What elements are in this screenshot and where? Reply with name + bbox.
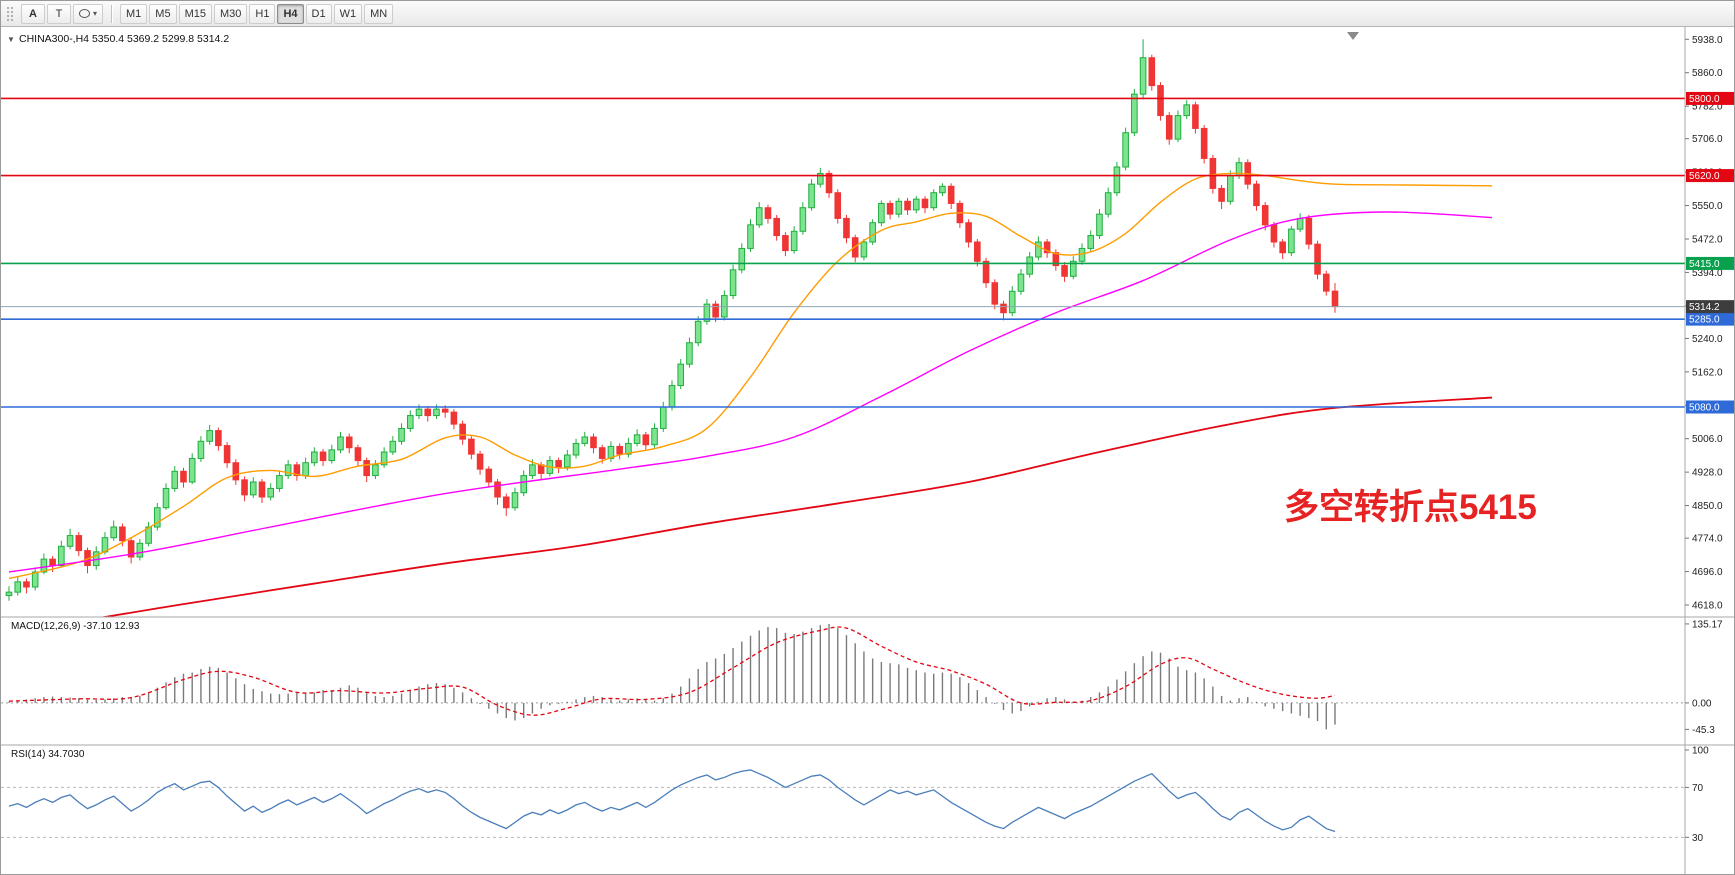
timeframe-button-m1[interactable]: M1: [120, 3, 148, 24]
timeframe-button-h1[interactable]: H1: [249, 3, 276, 24]
timeframe-button-m30[interactable]: M30: [213, 3, 248, 24]
svg-text:5860.0: 5860.0: [1692, 68, 1723, 79]
macd-signal-line: [8, 626, 1336, 716]
timeframe-button-m5[interactable]: M5: [149, 3, 177, 24]
svg-text:5706.0: 5706.0: [1692, 134, 1723, 145]
svg-text:5782.0: 5782.0: [1692, 102, 1723, 113]
svg-text:4928.0: 4928.0: [1692, 468, 1723, 479]
ma-slow-line: [99, 396, 1493, 617]
rsi-label: RSI(14) 34.7030: [11, 749, 85, 760]
chevron-down-icon: ▾: [93, 8, 98, 18]
svg-text:5240.0: 5240.0: [1692, 334, 1723, 345]
svg-text:5938.0: 5938.0: [1692, 35, 1723, 46]
svg-text:30: 30: [1692, 833, 1704, 844]
collapse-icon[interactable]: ▼: [7, 35, 15, 44]
price-tag-5800.0: [1686, 91, 1734, 105]
svg-text:5285.0: 5285.0: [1689, 315, 1720, 326]
timeframe-group: M1 M5 M15 M30 H1 H4 D1 W1 MN: [120, 3, 394, 24]
macd-pane: MACD(12,26,9) -37.10 12.93 135.17 0.00 -45.…: [1, 619, 1723, 736]
timeframe-button-h4[interactable]: H4: [277, 3, 304, 24]
shapes-icon: [79, 9, 90, 18]
svg-text:4696.0: 4696.0: [1692, 567, 1723, 578]
chart-annotation-text[interactable]: 多空转折点5415: [1284, 488, 1537, 527]
timeframe-button-d1[interactable]: D1: [305, 3, 332, 24]
toolbar: A T ▾ M1 M5 M15 M30 H1 H4 D1 W1 MN: [1, 1, 1734, 27]
svg-text:70: 70: [1692, 783, 1704, 794]
timeframe-button-mn[interactable]: MN: [364, 3, 394, 24]
text-tool-button[interactable]: T: [47, 3, 71, 24]
main-pane[interactable]: 多空转折点5415: [1, 39, 1685, 621]
svg-text:5394.0: 5394.0: [1692, 268, 1723, 279]
price-tag-5080.0: [1686, 400, 1734, 414]
svg-text:4618.0: 4618.0: [1692, 601, 1723, 612]
rsi-line: [8, 769, 1336, 833]
price-tag-5285.0: [1686, 312, 1734, 326]
symbol-ohlc-label: CHINA300-,H4 5350.4 5369.2 5299.8 5314.2: [19, 33, 229, 45]
svg-text:5472.0: 5472.0: [1692, 235, 1723, 246]
svg-text:5314.2: 5314.2: [1689, 302, 1720, 313]
price-tag-5620.0: [1686, 169, 1734, 183]
svg-text:4774.0: 4774.0: [1692, 534, 1723, 545]
macd-label: MACD(12,26,9) -37.10 12.93: [11, 621, 140, 632]
current-price-tag: [1686, 300, 1734, 314]
svg-text:5080.0: 5080.0: [1689, 403, 1720, 414]
chart-shift-marker[interactable]: [1347, 32, 1359, 40]
toolbar-separator: [111, 4, 113, 23]
rsi-pane: RSI(14) 34.7030 100 70 30: [1, 745, 1709, 844]
price-tags: 5800.0 5620.0 5415.0 5285.0 5080.0 5314.2: [1686, 91, 1734, 414]
timeframe-button-m15[interactable]: M15: [178, 3, 212, 24]
ma-mid-line: [8, 211, 1493, 573]
svg-text:135.17: 135.17: [1692, 619, 1723, 630]
svg-text:0.00: 0.00: [1692, 698, 1712, 709]
annotation-tool-button[interactable]: A: [21, 3, 45, 24]
timeframe-button-w1[interactable]: W1: [333, 3, 363, 24]
shapes-tool-button[interactable]: ▾: [73, 3, 104, 24]
price-chart[interactable]: 多空转折点5415 ▼ CHINA300-,H4 5350.4 5369.2 529…: [1, 27, 1735, 875]
svg-text:5550.0: 5550.0: [1692, 201, 1723, 212]
svg-text:5620.0: 5620.0: [1689, 171, 1720, 182]
svg-text:5006.0: 5006.0: [1692, 434, 1723, 445]
svg-text:5415.0: 5415.0: [1689, 259, 1720, 270]
candles-layer: [5, 39, 1339, 601]
svg-text:5162.0: 5162.0: [1692, 367, 1723, 378]
svg-text:-45.3: -45.3: [1692, 725, 1715, 736]
price-tag-5415.0: [1686, 256, 1734, 270]
svg-text:4850.0: 4850.0: [1692, 501, 1723, 512]
svg-text:100: 100: [1692, 745, 1709, 756]
toolbar-grip[interactable]: [6, 5, 14, 22]
svg-text:5800.0: 5800.0: [1689, 94, 1720, 105]
